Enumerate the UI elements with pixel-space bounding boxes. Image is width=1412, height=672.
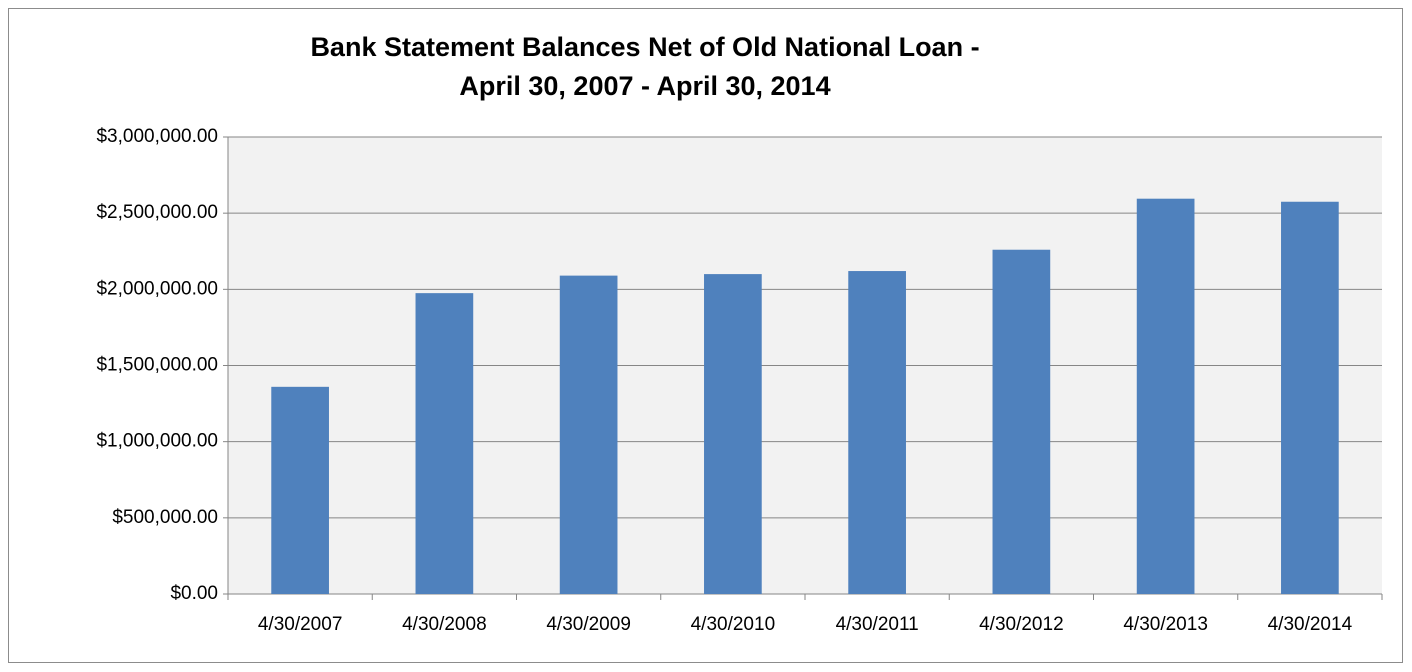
x-tick-label: 4/30/2014 xyxy=(1268,614,1353,635)
y-tick-label: $1,000,000.00 xyxy=(96,431,218,452)
x-tick-label: 4/30/2009 xyxy=(546,614,631,635)
bar xyxy=(848,271,906,594)
bar xyxy=(271,386,329,594)
y-tick-label: $500,000.00 xyxy=(112,507,218,528)
bar xyxy=(992,249,1051,594)
bar xyxy=(704,274,762,594)
x-tick-label: 4/30/2011 xyxy=(836,614,919,635)
bar xyxy=(1281,201,1339,594)
x-tick-label: 4/30/2012 xyxy=(979,614,1064,635)
bar xyxy=(415,293,474,594)
chart-title: April 30, 2007 - April 30, 2014 xyxy=(459,71,830,101)
x-tick-label: 4/30/2013 xyxy=(1123,614,1208,635)
x-tick-label: 4/30/2008 xyxy=(402,614,487,635)
y-tick-label: $1,500,000.00 xyxy=(96,355,218,376)
y-tick-label: $2,500,000.00 xyxy=(96,202,218,223)
y-tick-label: $0.00 xyxy=(170,583,218,604)
bar xyxy=(559,275,618,594)
x-tick-label: 4/30/2007 xyxy=(258,614,343,635)
y-tick-label: $3,000,000.00 xyxy=(96,126,218,147)
x-tick-label: 4/30/2010 xyxy=(691,614,776,635)
bar xyxy=(1136,198,1195,594)
y-tick-label: $2,000,000.00 xyxy=(96,278,218,299)
chart-title: Bank Statement Balances Net of Old Natio… xyxy=(310,32,979,62)
